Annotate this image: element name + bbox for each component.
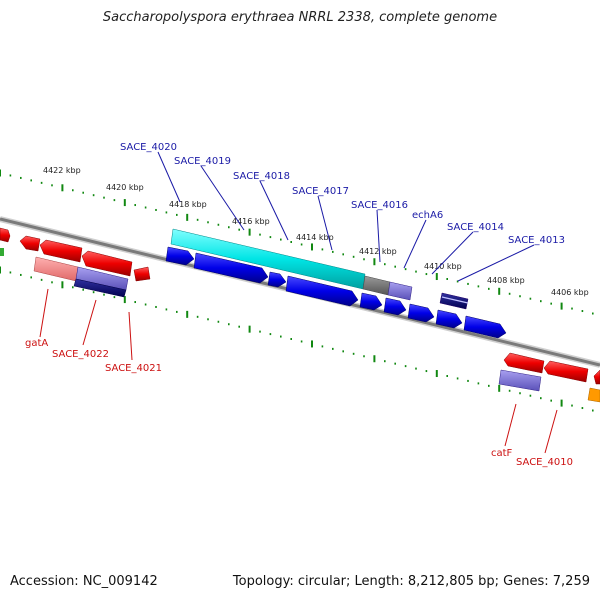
gene-label[interactable]: SACE_4014 bbox=[447, 222, 504, 233]
gene-label[interactable]: echA6 bbox=[412, 210, 443, 221]
gene-feature-blue[interactable] bbox=[435, 309, 463, 329]
gene-label[interactable]: SACE_4017 bbox=[292, 186, 349, 197]
scale-label-4412: 4412 kbp bbox=[359, 247, 397, 256]
gene-feature-red[interactable] bbox=[503, 352, 545, 374]
gene-feature-blue[interactable] bbox=[285, 275, 359, 307]
gene-feature-green[interactable] bbox=[0, 248, 4, 256]
gene-feature-orange[interactable] bbox=[587, 387, 600, 403]
gene-feature-gray[interactable] bbox=[362, 275, 391, 296]
gene-feature-purple[interactable] bbox=[498, 369, 542, 392]
gene-feature-navy[interactable] bbox=[73, 278, 127, 298]
genome-summary-text: Topology: circular; Length: 8,212,805 bp… bbox=[232, 574, 590, 589]
label-leader-lines-bottom bbox=[39, 288, 558, 454]
scale-label-4414: 4414 kbp bbox=[296, 233, 334, 242]
label-leader-lines-top bbox=[157, 151, 535, 282]
gene-feature-striped[interactable] bbox=[441, 296, 469, 304]
scale-label-4406: 4406 kbp bbox=[551, 288, 589, 297]
scale-label-4418: 4418 kbp bbox=[169, 200, 207, 209]
gene-label[interactable]: SACE_4021 bbox=[105, 363, 162, 374]
gene-feature-blue[interactable] bbox=[267, 271, 287, 288]
gene-label[interactable]: SACE_4019 bbox=[174, 156, 231, 167]
gene-label[interactable]: SACE_4018 bbox=[233, 171, 290, 182]
accession-text: Accession: NC_009142 bbox=[10, 574, 158, 589]
inner-tick-row bbox=[0, 266, 594, 412]
gene-feature-red[interactable] bbox=[0, 227, 11, 243]
gene-label[interactable]: SACE_4022 bbox=[52, 349, 109, 360]
gene-feature-blue[interactable] bbox=[407, 303, 435, 323]
scale-label-4408: 4408 kbp bbox=[487, 276, 525, 285]
gene-feature-blue[interactable] bbox=[463, 315, 507, 339]
gene-feature-purple[interactable] bbox=[387, 281, 413, 301]
gene-feature-pink[interactable] bbox=[33, 256, 79, 282]
gene-feature-red[interactable] bbox=[81, 250, 133, 277]
scale-label-4420: 4420 kbp bbox=[106, 183, 144, 192]
gene-feature-blue[interactable] bbox=[359, 292, 383, 311]
gene-label[interactable]: SACE_4013 bbox=[508, 235, 565, 246]
gene-feature-blue[interactable] bbox=[383, 297, 407, 316]
scale-label-4410: 4410 kbp bbox=[424, 262, 462, 271]
gene-label[interactable]: SACE_4020 bbox=[120, 142, 177, 153]
gene-feature-blue[interactable] bbox=[165, 246, 195, 266]
gene-feature-red[interactable] bbox=[39, 239, 83, 263]
map-title: Saccharopolyspora erythraea NRRL 2338, c… bbox=[102, 10, 498, 25]
gene-feature-blue[interactable] bbox=[193, 252, 269, 284]
gene-label[interactable]: gatA bbox=[25, 338, 48, 349]
gene-feature-striped[interactable] bbox=[439, 292, 469, 310]
gene-label[interactable]: catF bbox=[491, 448, 513, 459]
scale-label-4416: 4416 kbp bbox=[232, 217, 270, 226]
gene-feature-red[interactable] bbox=[543, 360, 589, 383]
outer-tick-row bbox=[0, 169, 594, 315]
gene-feature-red[interactable] bbox=[19, 235, 41, 252]
gene-feature-red[interactable] bbox=[593, 369, 600, 385]
gene-feature-red[interactable] bbox=[133, 266, 151, 282]
scale-label-4422: 4422 kbp bbox=[43, 166, 81, 175]
gene-label[interactable]: SACE_4016 bbox=[351, 200, 408, 211]
gene-label[interactable]: SACE_4010 bbox=[516, 457, 573, 468]
